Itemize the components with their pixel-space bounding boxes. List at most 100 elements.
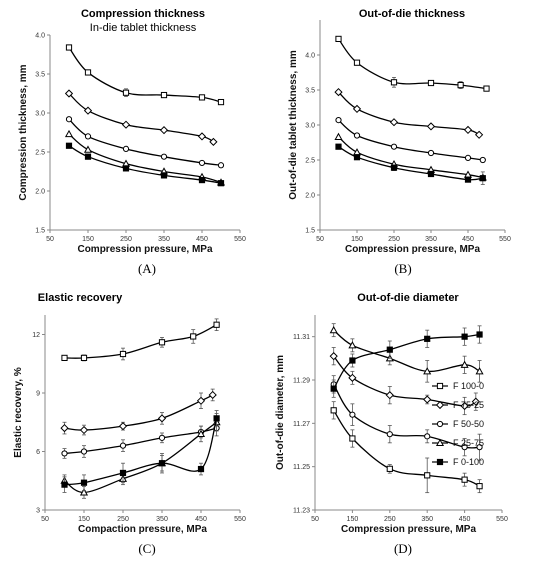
panel-a-point [121, 120, 131, 129]
panel-c: Elastic recovery (C) 50 150 250 350 450 550 3 6… [13, 292, 246, 556]
panel-d-point [424, 472, 431, 479]
legend-label: F 75-25 [453, 400, 484, 410]
panel-a-point [217, 162, 225, 169]
panel-b-point [464, 154, 472, 161]
panel-d-point [348, 341, 357, 349]
panel-b-point [335, 35, 342, 42]
panel-c-point [61, 481, 68, 488]
panel-c-point [80, 354, 88, 361]
panel-c-series-4 [61, 410, 220, 493]
panel-c-point [79, 425, 89, 435]
panel-b-x-tick-label: 150 [351, 236, 363, 243]
panel-b-x-tick-label: 50 [316, 236, 324, 243]
panel-c-y-tick-label: 6 [36, 449, 40, 456]
panel-a-point [217, 180, 225, 187]
panel-a-point [64, 129, 74, 138]
panel-a-y-tick-label: 2.0 [35, 189, 45, 196]
panel-a-point [83, 145, 93, 153]
panel-a-point [65, 142, 73, 149]
panel-a-series-1 [64, 89, 218, 146]
panel-b-point [390, 143, 398, 150]
panel-c-point [80, 448, 88, 455]
panel-a-x-tick-label: 50 [46, 236, 54, 243]
panel-d-series-0 [330, 401, 483, 494]
panel-b-point [426, 122, 436, 131]
legend: F 100-0 F 75-25 F 50-50 F 25-75 F 0-100 [432, 381, 484, 467]
panel-a-y-axis-label: Compression thickness, mm [18, 64, 29, 200]
panel-a-series-0-line [68, 47, 222, 103]
legend-label: F 0-100 [453, 457, 484, 467]
panel-b-point [427, 149, 435, 157]
panel-c-point [196, 396, 206, 405]
panel-c-point [118, 422, 128, 431]
panel-b-y-tick-label: 1.5 [305, 228, 315, 235]
panel-d-point [349, 357, 356, 364]
panel-a-point [209, 137, 218, 146]
panel-d: Out-of-die diameter (D) 50 150 250 350 450 55… [275, 292, 508, 556]
panel-b-title: Out-of-die thickness [359, 8, 465, 20]
panel-c-title: Elastic recovery [38, 292, 123, 304]
panel-c-series-1 [60, 388, 217, 436]
panel-b-y-tick-label: 3.5 [305, 88, 315, 95]
panel-d-letter: (D) [394, 541, 412, 556]
panel-d-point [386, 346, 393, 353]
panel-c-y-tick-label: 3 [36, 508, 40, 515]
panel-a-point [84, 69, 92, 76]
panel-d-point [329, 325, 338, 334]
panel-a-subtitle: In-die tablet thickness [90, 22, 197, 34]
panel-b-x-tick-label: 250 [388, 236, 400, 243]
panel-a-y-tick-label: 3.0 [35, 111, 45, 118]
panel-c-point [190, 333, 197, 340]
panel-a-point [160, 91, 168, 99]
panel-b-point [335, 117, 342, 124]
panel-a-point [65, 44, 73, 51]
panel-c-x-tick-label: 250 [117, 516, 129, 523]
panel-c-x-tick-label: 350 [156, 516, 168, 523]
panel-d-point [330, 385, 337, 392]
panel-b-y-tick-label: 4.0 [305, 53, 315, 60]
panel-b-point [389, 118, 399, 127]
panel-a-x-tick-label: 150 [82, 236, 94, 243]
panel-a-point [159, 126, 169, 135]
panel-a-x-tick-label: 450 [196, 236, 208, 243]
panel-b-point [427, 170, 435, 178]
panel-a-letter: (A) [138, 261, 156, 276]
legend-marker [435, 438, 445, 447]
panel-d-point [461, 333, 468, 340]
panel-a-point [198, 176, 206, 184]
legend-marker [435, 400, 445, 410]
panel-d-point [423, 367, 432, 375]
panel-b-series-4 [335, 143, 486, 185]
panel-d-point [461, 476, 468, 483]
panel-c-series-2-line [64, 427, 217, 455]
panel-d-x-tick-label: 150 [347, 516, 359, 523]
panel-a: Compression thickness In-die tablet thic… [18, 8, 246, 276]
legend-label: F 50-50 [453, 419, 484, 429]
panel-b-point [427, 79, 435, 87]
panel-a-x-tick-label: 250 [120, 236, 132, 243]
panel-b-series-1-line [338, 91, 480, 136]
panel-b-point [352, 104, 362, 114]
panel-c-point [119, 350, 127, 358]
panel-a-y-tick-label: 1.5 [35, 228, 45, 235]
panel-d-series-3 [329, 323, 484, 383]
panel-c-y-axis-label: Elastic recovery, % [13, 367, 24, 458]
panel-d-series-2 [330, 375, 483, 461]
panel-d-point [423, 395, 432, 404]
panel-c-point [60, 423, 69, 433]
panel-b-point [334, 132, 343, 140]
panel-b-point [352, 148, 362, 156]
panel-d-point [385, 391, 394, 400]
panel-c-point [119, 469, 127, 477]
panel-a-x-axis-label: Compression pressure, MPa [77, 244, 212, 255]
legend-entry: F 0-100 [432, 457, 484, 467]
panel-d-point [329, 352, 338, 361]
panel-a-series-4 [65, 142, 225, 187]
panel-a-point [83, 106, 93, 115]
panel-b-x-tick-label: 450 [462, 236, 474, 243]
panel-a-point [198, 159, 206, 167]
panel-d-title: Out-of-die diameter [357, 292, 459, 304]
panel-b-point [353, 59, 361, 66]
legend-label: F 25-75 [453, 438, 484, 448]
legend-entry: F 100-0 [432, 381, 484, 391]
